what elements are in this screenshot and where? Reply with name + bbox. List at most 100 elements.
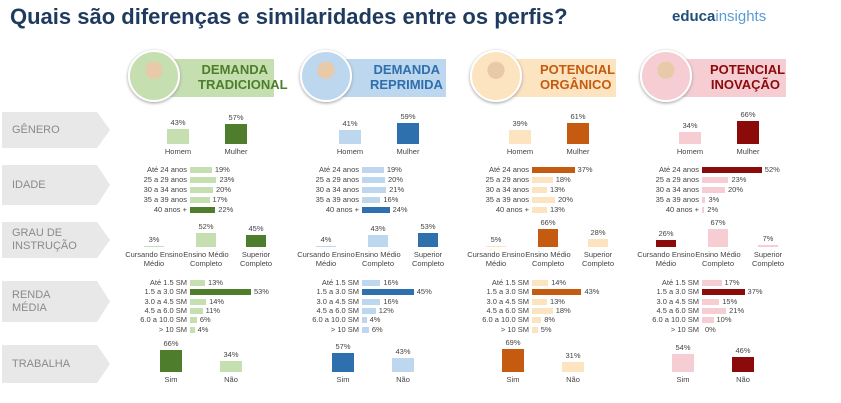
value-label: 61%	[570, 111, 586, 121]
bar	[538, 229, 558, 247]
bar	[190, 207, 216, 213]
category-label: Sim	[506, 375, 520, 384]
bar	[732, 356, 754, 372]
value-label: 7%	[762, 234, 774, 244]
value-label: 16%	[383, 296, 399, 306]
bar	[362, 197, 381, 203]
value-label: 66%	[540, 218, 556, 228]
value-label: 43%	[395, 346, 411, 356]
value-label: 46%	[735, 345, 751, 355]
value-label: 21%	[389, 185, 405, 194]
category-label: 30 a 34 anos	[655, 185, 699, 194]
bar	[532, 298, 547, 305]
value-label: 6%	[199, 315, 211, 325]
value-label: 28%	[590, 228, 606, 238]
bar	[190, 280, 205, 286]
value-label: 18%	[555, 175, 571, 184]
bar	[190, 177, 217, 183]
category-label: Não	[566, 375, 580, 384]
value-label: 26%	[658, 228, 674, 238]
category-label: 25 a 29 anos	[143, 175, 187, 184]
profile-photo	[470, 50, 522, 102]
category-label: Cursando Ensino Médio	[637, 250, 695, 268]
value-label: 43%	[584, 287, 600, 297]
value-label: 4%	[320, 234, 332, 244]
value-label: 13%	[549, 205, 565, 214]
logo-part: insights	[715, 8, 767, 25]
bar	[679, 132, 701, 144]
value-label: 45%	[416, 287, 432, 297]
bar	[397, 123, 419, 144]
value-label: 17%	[724, 278, 740, 287]
bar	[362, 280, 381, 286]
category-label: Até 1.5 SM	[661, 278, 699, 287]
bar	[702, 197, 706, 203]
category-label: Sim	[336, 375, 350, 384]
row-label: RENDA MÉDIA	[2, 281, 110, 322]
category-label: Até 24 anos	[488, 165, 529, 174]
category-label: Mulher	[224, 147, 248, 156]
bar	[362, 167, 384, 173]
bar	[362, 317, 367, 324]
bar	[509, 130, 531, 144]
bar	[502, 349, 524, 372]
value-label: 37%	[747, 287, 763, 297]
category-label: Até 1.5 SM	[491, 278, 529, 287]
value-label: 15%	[722, 296, 738, 306]
category-label: Ensino Médio Completo	[525, 250, 571, 268]
bar	[532, 207, 547, 213]
value-label: 43%	[170, 117, 186, 127]
bar	[702, 307, 727, 314]
category-label: Mulher	[566, 147, 590, 156]
category-label: Homem	[336, 147, 364, 156]
row-label: TRABALHA	[2, 345, 110, 383]
value-label: 19%	[386, 165, 402, 174]
bar	[362, 187, 387, 193]
bar	[362, 177, 385, 183]
value-label: 2%	[707, 205, 719, 214]
value-label: 13%	[549, 296, 565, 306]
value-label: 52%	[198, 221, 214, 231]
bar	[562, 361, 584, 372]
row-label: GÊNERO	[2, 112, 110, 148]
value-label: 22%	[218, 205, 234, 214]
category-label: 40 anos +	[665, 205, 699, 214]
bar	[190, 289, 251, 296]
value-label: 3%	[148, 235, 160, 245]
category-label: 6.0 a 10.0 SM	[482, 315, 529, 325]
category-label: > 10 SM	[500, 324, 529, 334]
bar	[190, 167, 212, 173]
bar	[708, 228, 728, 247]
category-label: Homem	[676, 147, 704, 156]
profile-name: DEMANDA REPRIMIDA	[340, 59, 446, 97]
category-label: Mulher	[736, 147, 760, 156]
value-label: 3%	[708, 195, 720, 204]
profile-name: DEMANDA TRADICIONAL	[168, 59, 288, 97]
category-label: 4.5 a 6.0 SM	[316, 305, 359, 315]
bar	[702, 280, 722, 286]
category-label: 1.5 a 3.0 SM	[656, 287, 699, 297]
bar	[160, 350, 182, 372]
category-label: Superior Completo	[751, 250, 785, 268]
bar	[190, 187, 213, 193]
category-label: 30 a 34 anos	[315, 185, 359, 194]
value-label: 43%	[370, 224, 386, 234]
bar	[362, 326, 369, 333]
value-label: 57%	[335, 342, 351, 352]
bar	[702, 289, 745, 296]
profile-photo	[128, 50, 180, 102]
title: Quais são diferenças e similaridades ent…	[10, 4, 568, 29]
category-label: Até 1.5 SM	[149, 278, 187, 287]
category-label: Homem	[164, 147, 192, 156]
value-label: 57%	[228, 113, 244, 123]
category-label: 4.5 a 6.0 SM	[144, 305, 187, 315]
value-label: 52%	[764, 165, 780, 174]
value-label: 31%	[565, 350, 581, 360]
category-label: 35 a 39 anos	[143, 195, 187, 204]
category-label: 40 anos +	[325, 205, 359, 214]
value-label: 34%	[223, 349, 239, 359]
category-label: 35 a 39 anos	[485, 195, 529, 204]
category-label: 25 a 29 anos	[655, 175, 699, 184]
value-label: 67%	[710, 217, 726, 227]
